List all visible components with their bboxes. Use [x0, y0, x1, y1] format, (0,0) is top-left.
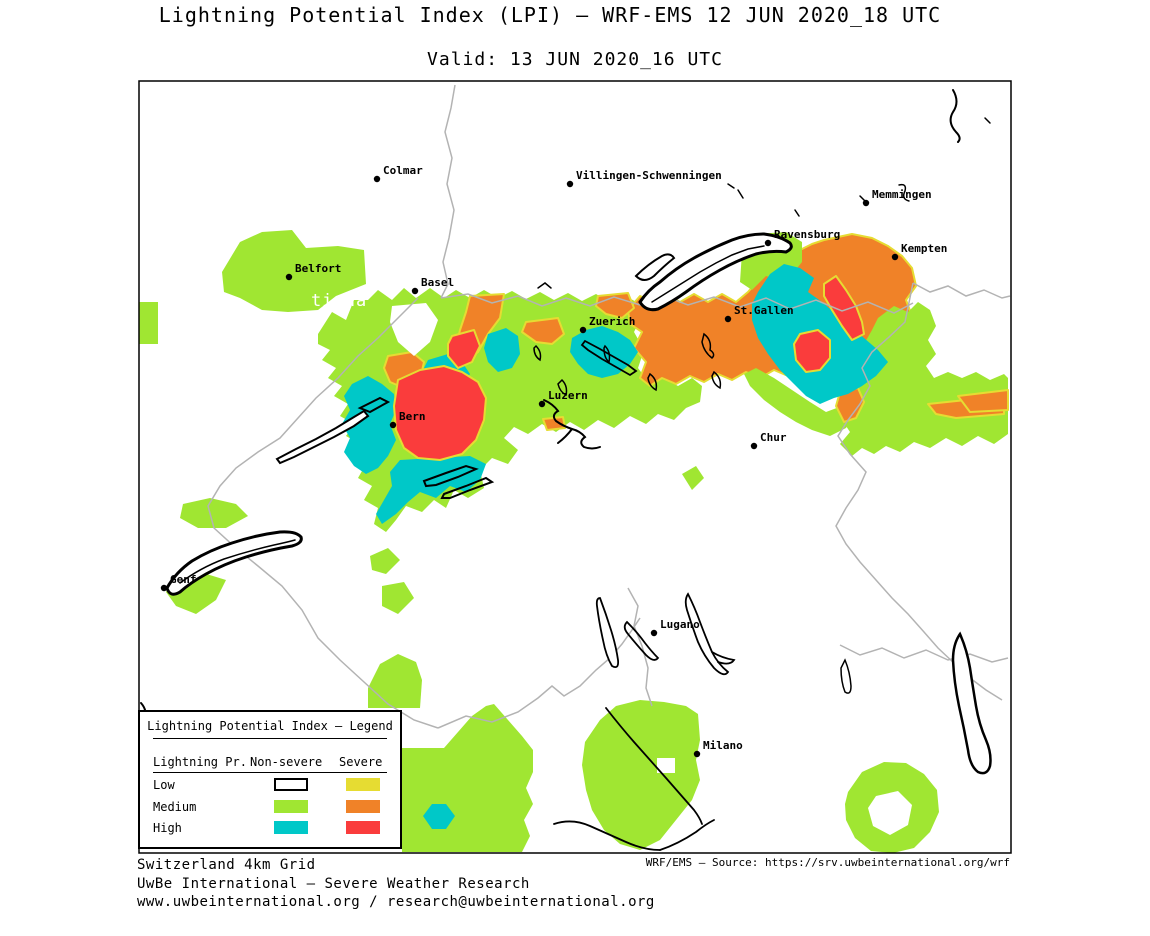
legend-column-header: Severe: [339, 755, 383, 769]
footer-contact-label: www.uwbeinternational.org / research@uwb…: [137, 894, 655, 910]
country-borders: [207, 84, 1011, 729]
footer-grid-label: Switzerland 4km Grid: [137, 857, 316, 873]
city-marker-colmar: Colmar: [373, 164, 423, 183]
svg-text:Kempten: Kempten: [901, 242, 947, 255]
svg-text:Memmingen: Memmingen: [872, 188, 932, 201]
legend-row-label: High: [153, 821, 182, 835]
lakes-rivers: [140, 89, 992, 851]
svg-text:Colmar: Colmar: [383, 164, 423, 177]
city-marker-chur: Chur: [750, 431, 787, 450]
legend-swatch-severe: [346, 799, 380, 813]
svg-text:Belfort: Belfort: [295, 262, 341, 275]
city-marker-lugano: Lugano: [650, 618, 700, 637]
regions-red-high-severe: [393, 275, 865, 461]
legend-swatch-nonsevere: [274, 799, 308, 813]
svg-text:Bern: Bern: [399, 410, 426, 423]
legend-swatch-severe: [346, 821, 380, 834]
map-frame: [138, 80, 1012, 854]
legend-swatch-nonsevere: [274, 778, 308, 791]
svg-text:Villingen-Schwenningen: Villingen-Schwenningen: [576, 169, 722, 182]
legend-swatch-severe: [346, 778, 380, 791]
svg-text:Basel: Basel: [421, 276, 454, 289]
legend-column-header: Non-severe: [250, 755, 323, 769]
city-marker-basel: Basel: [411, 276, 454, 295]
page-title: Lightning Potential Index (LPI) – WRF-EM…: [158, 3, 942, 27]
regions-orange-accents: [835, 387, 1009, 423]
svg-text:Milano: Milano: [703, 739, 743, 752]
svg-text:Lugano: Lugano: [660, 618, 700, 631]
city-marker-kempten: Kempten: [891, 242, 947, 261]
city-marker-memmingen: Memmingen: [862, 188, 932, 207]
city-marker-luzern: Luzern: [538, 389, 588, 408]
city-marker-ravensburg: Ravensburg: [764, 228, 840, 247]
svg-text:St.Gallen: St.Gallen: [734, 304, 794, 317]
white-inlets: [390, 303, 438, 356]
legend-title-rule: [153, 738, 387, 739]
city-markers: Colmar Villingen-Schwenningen Memmingen Rav…: [160, 164, 947, 758]
legend-row-label: Low: [153, 778, 175, 792]
city-marker-genf: Genf: [160, 573, 197, 592]
city-marker-milano: Milano: [693, 739, 743, 758]
city-marker-belfort: Belfort: [285, 262, 341, 281]
city-marker-bern: Bern: [389, 410, 426, 429]
legend-swatch-nonsevere: [274, 821, 308, 834]
legend-title: Lightning Potential Index – Legend: [147, 719, 393, 733]
valid-time: Valid: 13 JUN 2020_16 UTC: [427, 49, 723, 70]
svg-text:Chur: Chur: [760, 431, 787, 444]
city-marker-villingen-schwenningen: Villingen-Schwenningen: [566, 169, 722, 188]
legend-row-label: Medium: [153, 799, 197, 814]
city-marker-st-gallen: St.Gallen: [724, 304, 794, 323]
svg-text:Ravensburg: Ravensburg: [774, 228, 840, 241]
svg-text:Luzern: Luzern: [548, 389, 588, 402]
footer-org-label: UwBe International – Severe Weather Rese…: [137, 876, 530, 892]
legend-header-rule: [153, 772, 387, 773]
watermark-text: tiona: [311, 291, 367, 311]
lpi-legend: Lightning Potential Index – Legend Light…: [138, 710, 402, 849]
svg-text:Genf: Genf: [170, 573, 197, 586]
legend-column-header: Lightning Pr.: [153, 755, 247, 769]
footer-source-label: WRF/EMS – Source: https://srv.uwbeintern…: [645, 856, 1010, 869]
city-marker-zuerich: Zuerich: [579, 315, 635, 334]
svg-text:Zuerich: Zuerich: [589, 315, 635, 328]
